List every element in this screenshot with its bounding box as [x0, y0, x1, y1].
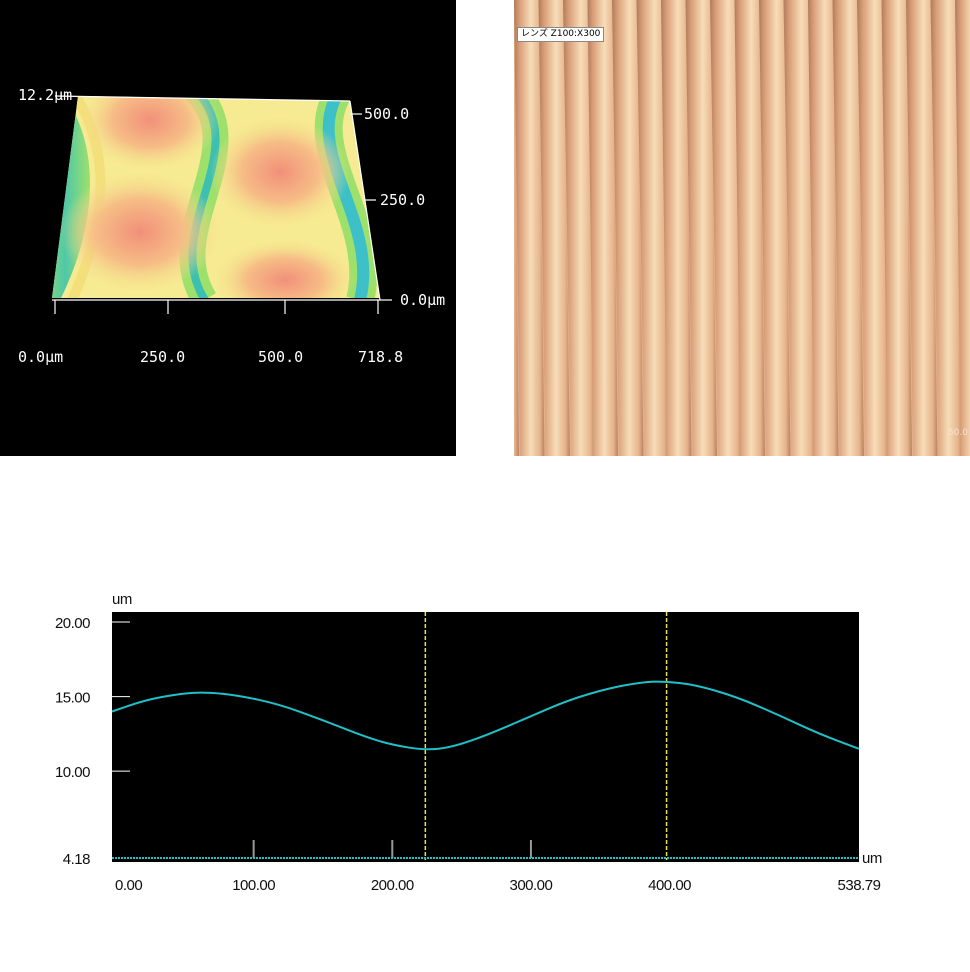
- lens-stripe: [881, 0, 912, 456]
- y-tick-label: 0.0μm: [400, 291, 445, 309]
- lens-stripe: [563, 0, 596, 456]
- lens-stripe: [808, 0, 839, 456]
- y-tick-label: 10.00: [55, 764, 90, 781]
- lens-stripe: [710, 0, 743, 456]
- plot-area: [112, 612, 859, 862]
- lens-stripe: [661, 0, 692, 456]
- lens-stripe: [587, 0, 618, 456]
- y-tick-label: 250.0: [380, 191, 425, 209]
- x-unit-label: um: [862, 850, 882, 867]
- lens-stripes-image: [514, 0, 970, 456]
- lens-stripe: [906, 0, 938, 456]
- lens-stripe: [832, 0, 864, 456]
- z-max-label: 12.2μm: [18, 86, 72, 104]
- y-tick-label: 15.00: [55, 690, 90, 707]
- lens-stripe: [514, 0, 545, 456]
- y-tick-label: 4.18: [63, 851, 90, 868]
- x-tick-label: 718.8: [358, 348, 403, 366]
- lens-stripe: [857, 0, 890, 456]
- profile-chart: um um 20.00 15.00 10.00 4.18 0.00 100.00 200.0…: [0, 560, 970, 920]
- surface-3d-panel: 12.2μm 500.0 250.0 0.0μm 0.0μm 250.0 500…: [0, 0, 456, 456]
- x-tick-label: 250.0: [140, 348, 185, 366]
- y-unit-label: um: [112, 591, 132, 608]
- x-tick-label: 300.00: [509, 877, 552, 894]
- lens-stripe: [612, 0, 644, 456]
- y-tick-label: 20.00: [55, 615, 90, 632]
- profile-series-line: [111, 680, 860, 751]
- lens-stripe: [538, 0, 570, 456]
- micrograph-label: レンズ Z100:X300: [517, 27, 605, 42]
- lens-stripe: [636, 0, 669, 456]
- surface-frame: [52, 95, 392, 314]
- surface-3d-view: 12.2μm 500.0 250.0 0.0μm 0.0μm 250.0 500…: [18, 86, 445, 366]
- lens-stripe: [759, 0, 791, 456]
- lens-micrograph: レンズ Z100:X300 50.0: [514, 0, 970, 456]
- x-tick-label: 0.0μm: [18, 348, 63, 366]
- lens-stripe: [783, 0, 816, 456]
- profile-chart-svg: um um 20.00 15.00 10.00 4.18 0.00 100.00 200.0…: [55, 591, 882, 894]
- lens-stripe: [955, 0, 970, 456]
- x-tick-label: 100.00: [232, 877, 275, 894]
- x-tick-label: 0.00: [115, 877, 142, 894]
- scale-text: 50.0: [947, 428, 968, 438]
- x-tick-label: 200.00: [371, 877, 414, 894]
- lens-stripe: [685, 0, 717, 456]
- y-tick-label: 500.0: [364, 105, 409, 123]
- x-tick-label: 538.79: [838, 877, 881, 894]
- lens-stripe: [734, 0, 765, 456]
- lens-stripe: [930, 0, 963, 456]
- lens-stripe: [514, 0, 519, 456]
- x-tick-label: 400.00: [648, 877, 691, 894]
- x-tick-label: 500.0: [258, 348, 303, 366]
- surface-map: [52, 96, 380, 298]
